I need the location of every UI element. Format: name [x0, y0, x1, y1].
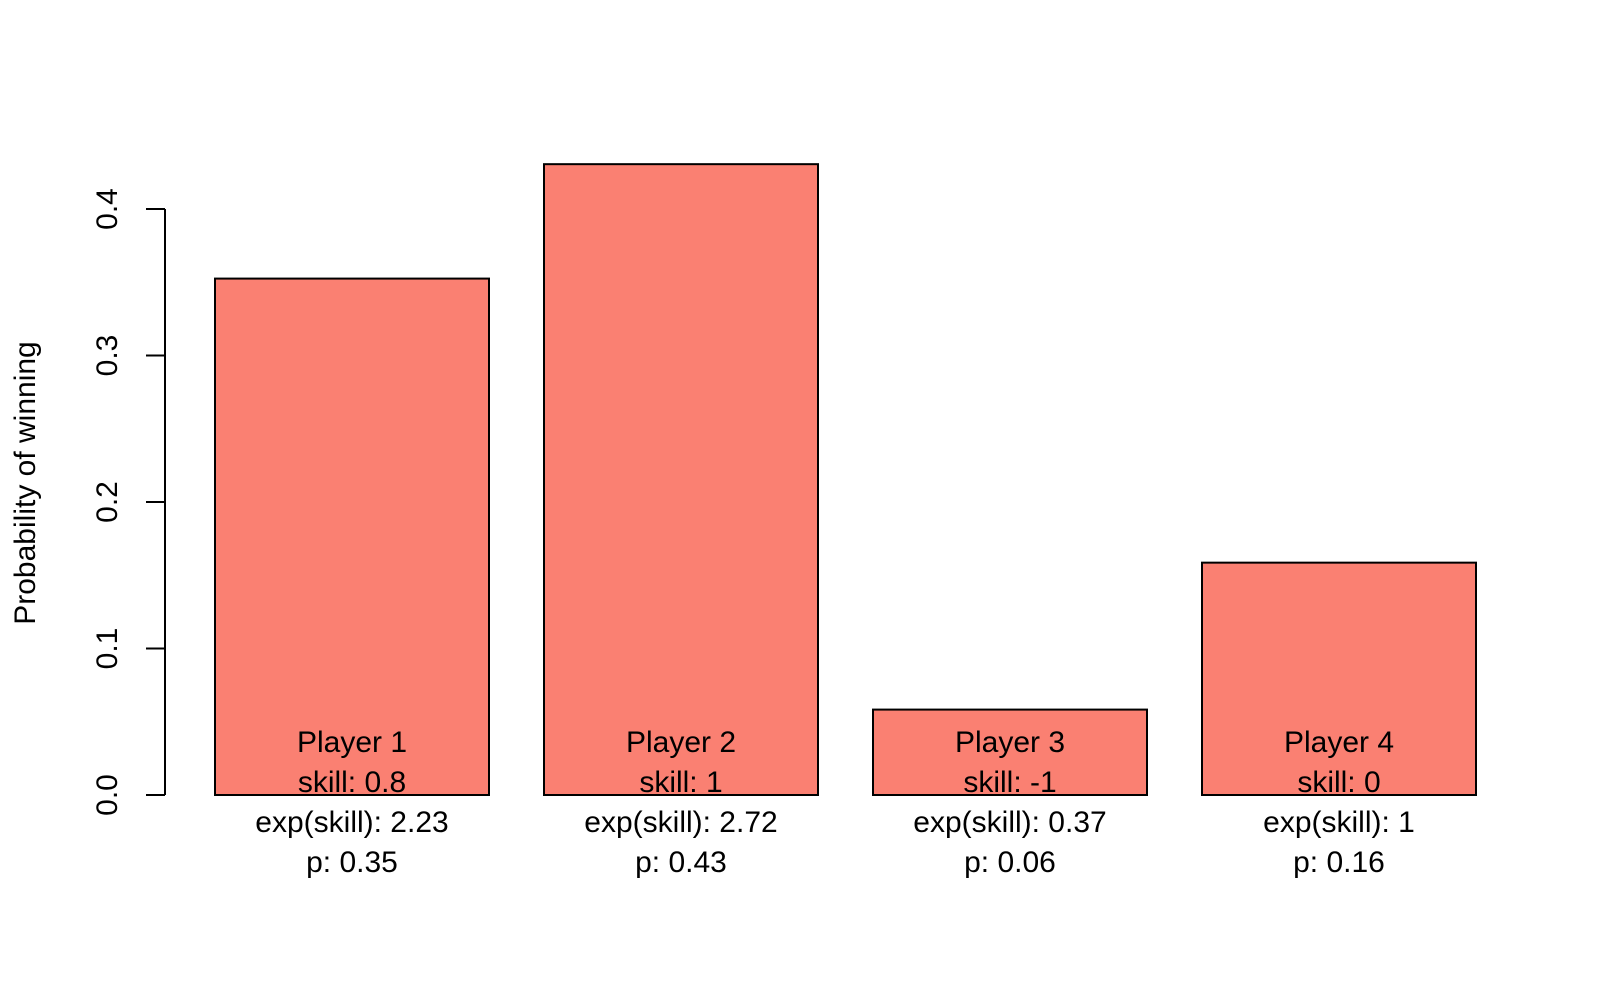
category-label-player-1-line-4: p: 0.35	[306, 846, 398, 879]
y-axis-label: Probability of winning	[9, 341, 42, 625]
category-label-player-2-line-4: p: 0.43	[635, 846, 727, 879]
category-label-player-4-line-1: Player 4	[1284, 726, 1394, 759]
bar-player-2	[543, 163, 819, 796]
category-label-player-3-line-2: skill: -1	[963, 766, 1056, 799]
category-label-player-4-line-2: skill: 0	[1297, 766, 1380, 799]
bar-player-3	[872, 708, 1148, 797]
bar-player-1	[214, 277, 490, 796]
bar-player-4	[1201, 561, 1477, 796]
category-label-player-2-line-1: Player 2	[626, 726, 736, 759]
bars-group	[214, 163, 1477, 797]
category-labels-group: Player 1 skill: 0.8 exp(skill): 2.23 p: 0.3…	[255, 726, 1415, 879]
y-tick-label-0-3: 0.3	[91, 335, 124, 377]
y-tick-label-0-2: 0.2	[91, 481, 124, 523]
category-label-player-3-line-1: Player 3	[955, 726, 1065, 759]
category-label-player-1-line-2: skill: 0.8	[298, 766, 406, 799]
category-label-player-4-line-3: exp(skill): 1	[1263, 806, 1415, 839]
category-label-player-1-line-1: Player 1	[297, 726, 407, 759]
y-axis: 0.0 0.1 0.2 0.3 0.4	[91, 188, 166, 816]
category-label-player-1-line-3: exp(skill): 2.23	[255, 806, 448, 839]
category-label-player-3-line-4: p: 0.06	[964, 846, 1056, 879]
category-label-player-2-line-3: exp(skill): 2.72	[584, 806, 777, 839]
category-label-player-2-line-2: skill: 1	[639, 766, 722, 799]
category-label-player-3-line-3: exp(skill): 0.37	[913, 806, 1106, 839]
y-tick-label-0-4: 0.4	[91, 188, 124, 230]
category-label-player-4-line-4: p: 0.16	[1293, 846, 1385, 879]
y-tick-label-0-0: 0.0	[91, 774, 124, 816]
y-tick-label-0-1: 0.1	[91, 628, 124, 670]
